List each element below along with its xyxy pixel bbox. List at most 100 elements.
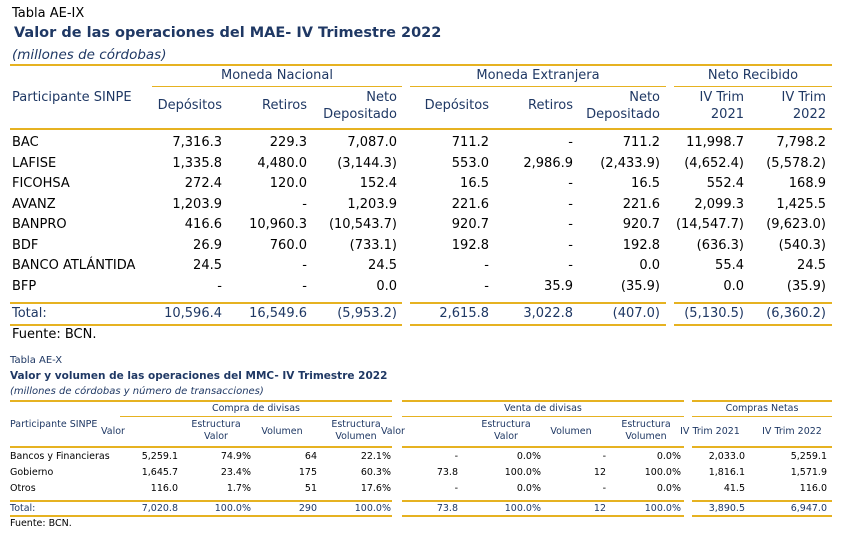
table1-bottom-rule (674, 324, 832, 326)
table2-bottom-rule (402, 515, 684, 517)
table1-row-label: AVANZ (12, 196, 56, 212)
table1-group-rule (410, 86, 666, 87)
table1-cell: (5,578.2) (766, 155, 826, 171)
table1-top-rule (10, 64, 832, 66)
table2-row-label: Gobierno (10, 467, 54, 478)
table2-column-header: Valor (381, 426, 405, 437)
table1-cell: 24.5 (193, 258, 222, 273)
table1-row-label: BAC (12, 135, 39, 150)
table1-total-cell: 16,549.6 (249, 306, 307, 321)
table2-cell: 23.4% (220, 467, 251, 478)
table1-cell: 760.0 (269, 237, 307, 253)
table1-cell: 920.7 (451, 217, 489, 232)
table2-subtitle: (millones de córdobas y número de transa… (10, 386, 264, 397)
table1-total-rule (674, 302, 832, 304)
table1-cell: 1,203.9 (347, 196, 397, 212)
table1-subtitle: (millones de córdobas) (12, 47, 167, 63)
table2-cell: 73.8 (436, 467, 458, 478)
table1-total-cell: (5,953.2) (337, 306, 397, 321)
table2-cell: 100.0% (504, 467, 541, 478)
table2-column-header: Volumen (261, 426, 303, 437)
table2-top-rule (10, 400, 392, 402)
table1-cell: 272.4 (184, 176, 222, 191)
table2-total-cell: 6,947.0 (790, 503, 827, 514)
table1-cell: 55.4 (715, 258, 744, 273)
table1-total-cell: (6,360.2) (766, 306, 826, 321)
table1-cell: 4,480.0 (257, 155, 307, 171)
table2-cell: - (454, 451, 458, 462)
table1-total-rule (10, 302, 402, 304)
table1-total-label: Total: (12, 306, 47, 321)
table1-cell: - (302, 258, 307, 273)
table1-cell: - (484, 278, 489, 294)
table1-cell: 24.5 (797, 258, 826, 273)
table1-row-label: LAFISE (12, 155, 57, 171)
table1-header-rule (10, 128, 832, 130)
table2-group-venta: Venta de divisas (504, 403, 582, 414)
table2-total-cell: 100.0% (644, 503, 681, 514)
table1-row-label: BDF (12, 237, 39, 253)
table2-cell: - (454, 483, 458, 494)
table1-bottom-rule (410, 324, 666, 326)
table1-title: Valor de las operaciones del MAE- IV Tri… (14, 25, 442, 41)
table1-group-moneda-nacional: Moneda Nacional (221, 68, 333, 83)
table2-column-header: Valor (101, 426, 125, 437)
table1-column-header: 2022 (792, 107, 826, 122)
table1-total-cell: 10,596.4 (164, 306, 222, 321)
table2-cell: 0.0% (656, 451, 681, 462)
table1-cell: 168.9 (788, 176, 826, 191)
table1-cell: (14,547.7) (675, 217, 744, 232)
table1-cell: 11,998.7 (686, 135, 744, 150)
table2-total-cell: 100.0% (214, 503, 251, 514)
table1-cell: 711.2 (451, 135, 489, 150)
table2-cell: 116.0 (799, 483, 827, 494)
table1-group-moneda-extranjera: Moneda Extranjera (476, 68, 600, 83)
table1-total-cell: 2,615.8 (439, 306, 489, 321)
table2-header-rule (402, 446, 684, 448)
table2-column-header: Volumen (550, 426, 592, 437)
table2-column-header: Volumen (335, 431, 377, 442)
table1-cell: 553.0 (451, 155, 489, 171)
table1-cell: 7,798.2 (776, 135, 826, 150)
table1-cell: 221.6 (622, 196, 660, 212)
table2-cell: 22.1% (360, 451, 391, 462)
table1-cell: - (568, 135, 573, 150)
table2-cell: 1,645.7 (141, 467, 178, 478)
table1-cell: 2,986.9 (523, 155, 573, 171)
table1-cell: 0.0 (376, 278, 397, 294)
table1-cell: (540.3) (778, 237, 826, 253)
table2-row-label: Bancos y Financieras (10, 451, 110, 462)
table1-cell: 1,425.5 (776, 196, 826, 212)
table1-group-rule (152, 86, 402, 87)
table1-cell: - (568, 258, 573, 273)
table1-cell: 10,960.3 (249, 217, 307, 232)
table2-total-cell: 7,020.8 (141, 503, 178, 514)
table1-total-cell: 3,022.8 (523, 306, 573, 321)
table1-cell: - (217, 278, 222, 294)
table1-row-label: FICOHSA (12, 176, 70, 191)
table1-cell: 16.5 (631, 176, 660, 191)
table2-total-rule (692, 500, 832, 502)
table1-cell: (9,623.0) (766, 217, 826, 232)
table1-cell: 0.0 (639, 258, 660, 273)
table1-column-header: IV Trim (699, 90, 744, 105)
table1-cell: 192.8 (622, 237, 660, 253)
table1-participant-header: Participante SINPE (12, 90, 132, 105)
table2-cell: - (602, 483, 606, 494)
table2-cell: 41.5 (723, 483, 745, 494)
table1-column-header: Depósitos (157, 98, 222, 113)
table1-cell: - (484, 258, 489, 273)
table1-cell: (2,433.9) (600, 155, 660, 171)
table2-cell: 0.0% (656, 483, 681, 494)
table1-cell: 7,316.3 (172, 135, 222, 150)
table2-cell: 175 (298, 467, 317, 478)
table1-total-rule (410, 302, 666, 304)
table1-column-header: Retiros (528, 98, 573, 113)
table2-total-rule (10, 500, 392, 502)
table2-column-header: IV Trim 2021 (680, 426, 740, 437)
table2-cell: 0.0% (516, 451, 541, 462)
table1-column-header: IV Trim (781, 90, 826, 105)
table2-top-rule (402, 400, 684, 402)
table2-cell: 116.0 (150, 483, 178, 494)
table1-total-cell: (5,130.5) (684, 306, 744, 321)
